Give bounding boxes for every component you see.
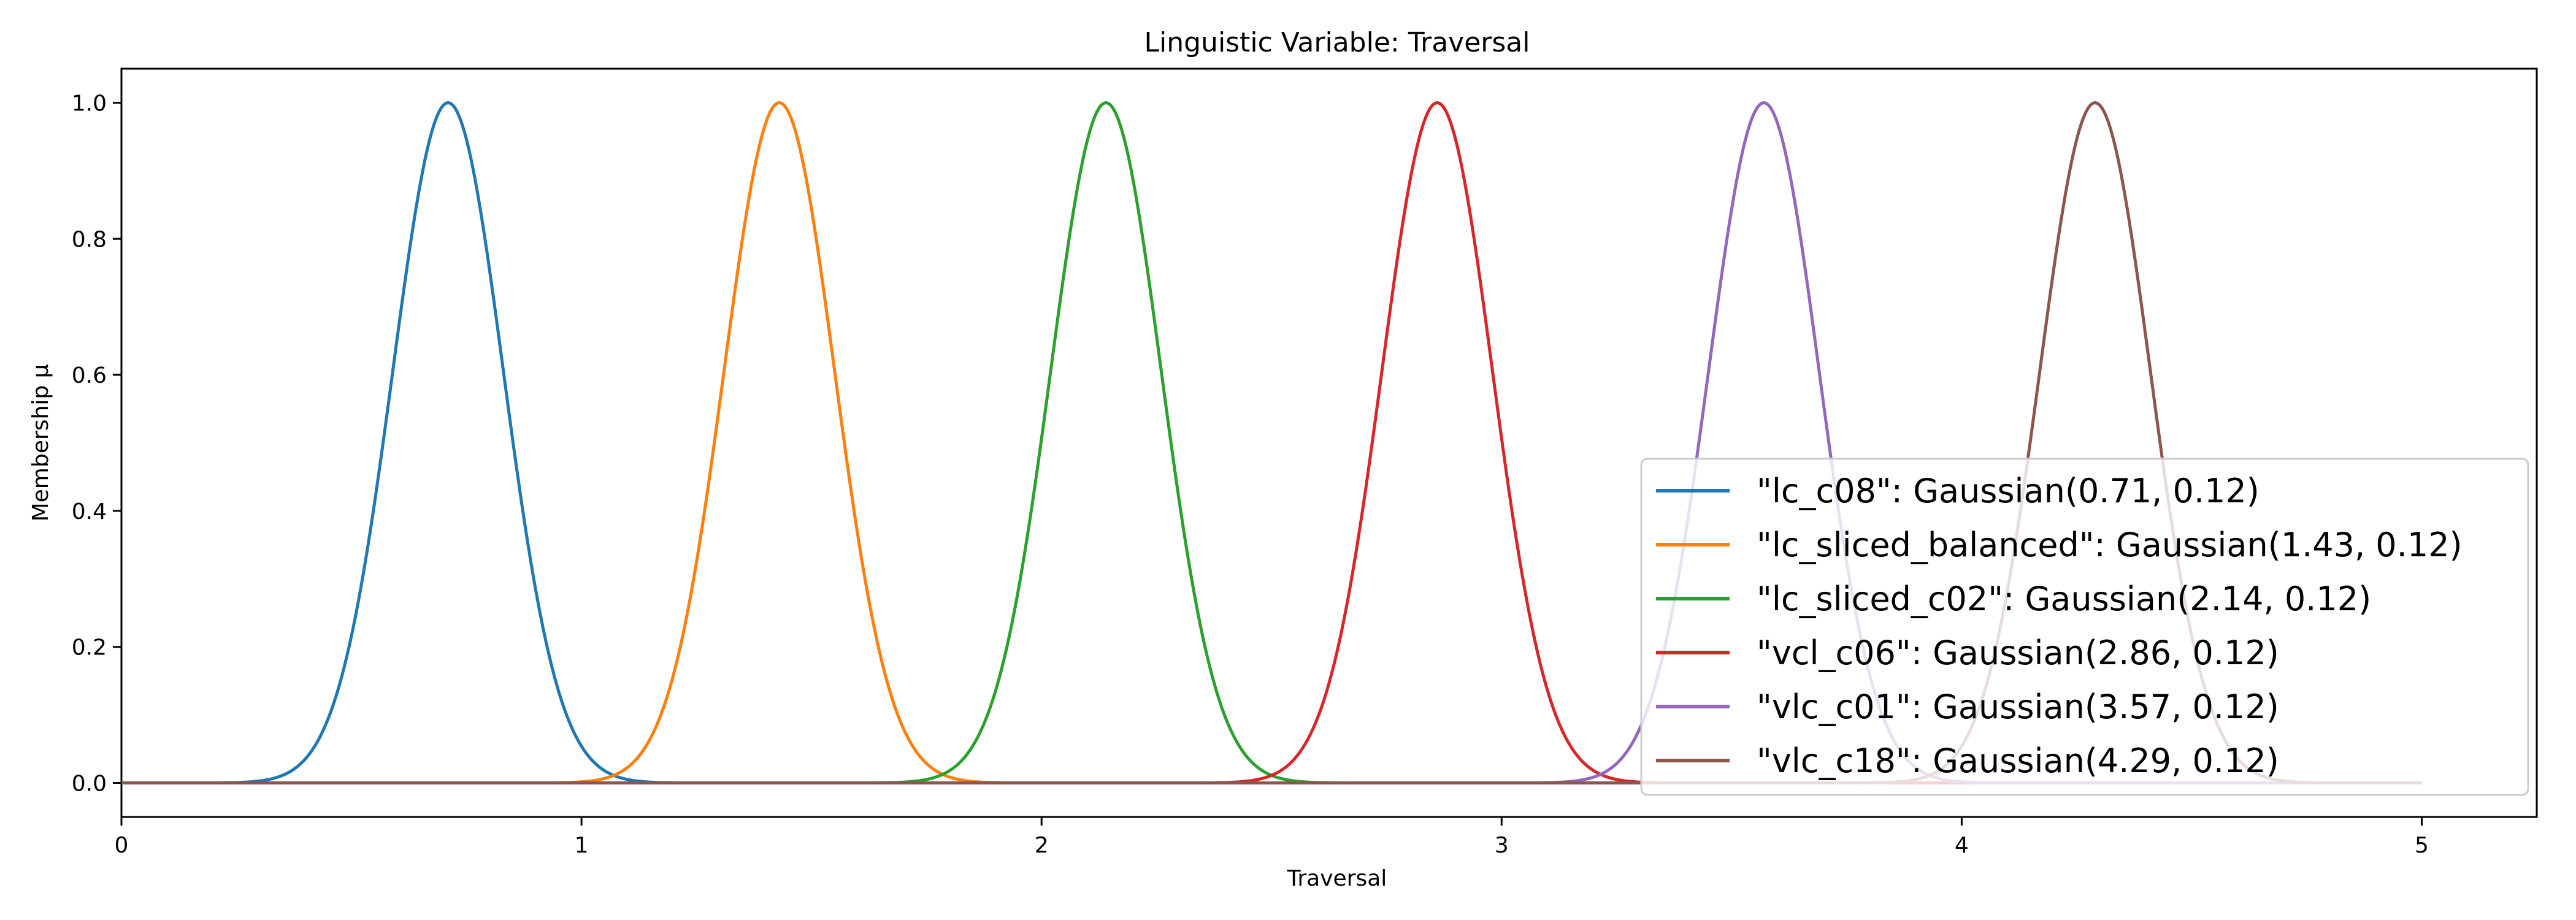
y-tick-label: 0.8 [72,227,107,252]
legend-label: "vlc_c18": Gaussian(4.29, 0.12) [1757,742,2279,780]
y-tick-label: 0.0 [72,772,107,797]
x-tick-label: 0 [115,833,129,858]
y-tick-label: 0.6 [72,363,107,388]
legend-label: "lc_sliced_balanced": Gaussian(1.43, 0.1… [1757,526,2463,564]
x-tick-label: 3 [1495,833,1509,858]
x-axis-ticks: 0 1 2 3 4 5 [115,817,2429,858]
y-axis-ticks: 0.0 0.2 0.4 0.6 0.8 1.0 [72,91,121,797]
x-tick-label: 2 [1035,833,1049,858]
x-tick-label: 5 [2415,833,2429,858]
legend: "lc_c08": Gaussian(0.71, 0.12) "lc_sliced… [1640,458,2529,796]
x-tick-label: 4 [1955,833,1969,858]
y-tick-label: 0.2 [72,635,107,661]
x-tick-label: 1 [575,833,589,858]
legend-label: "lc_sliced_c02": Gaussian(2.14, 0.12) [1757,580,2371,618]
axes-frame [120,67,2538,818]
series-line-6 [121,101,2422,785]
legend-box [1640,458,2529,796]
legend-label: "lc_c08": Gaussian(0.71, 0.12) [1757,472,2260,510]
legend-label: "vlc_c01": Gaussian(3.57, 0.12) [1757,688,2279,726]
y-tick-label: 1.0 [72,91,107,116]
chart-title: Linguistic Variable: Traversal [1144,27,1530,58]
x-axis-label: Traversal [1287,866,1387,891]
y-axis-label: Membership μ [28,364,53,521]
y-tick-label: 0.4 [72,499,107,524]
legend-label: "vcl_c06": Gaussian(2.86, 0.12) [1757,634,2279,672]
legend-entries: "lc_c08": Gaussian(0.71, 0.12) "lc_sliced… [1656,472,2463,780]
